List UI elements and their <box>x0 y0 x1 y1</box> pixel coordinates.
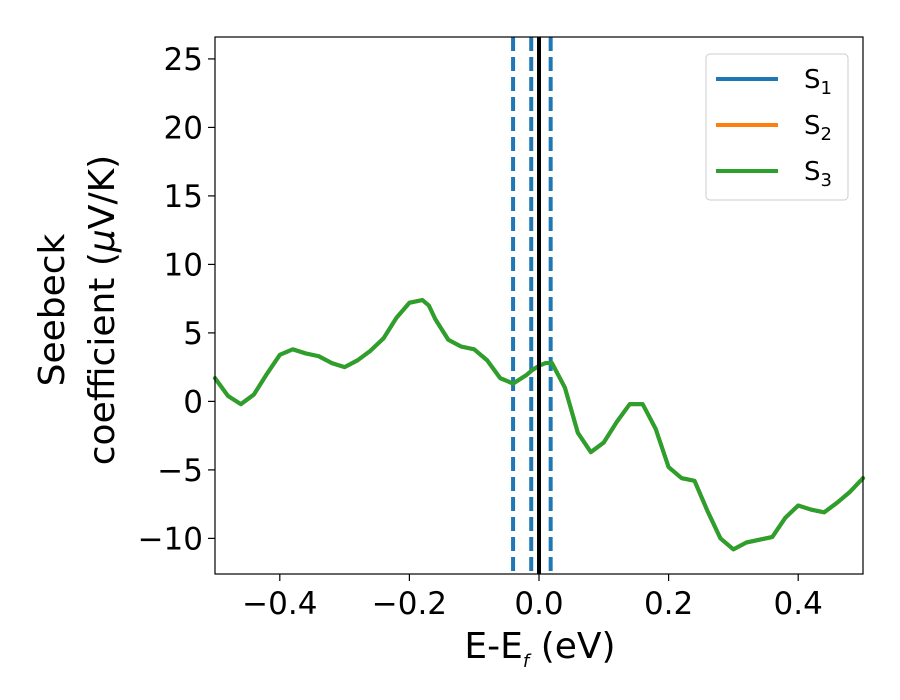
legend: S1 S2 S3 <box>705 53 849 201</box>
y-tick-label: 25 <box>164 42 203 78</box>
x-axis-label: E-Ef (eV) <box>464 626 615 672</box>
y-axis-label-mu: μ <box>82 229 123 253</box>
legend-label-s1: S1 <box>804 65 832 99</box>
y-tick-label: −5 <box>157 453 203 489</box>
legend-entry-s1: S1 <box>716 65 832 99</box>
y-tick-label: 20 <box>164 110 203 146</box>
y-axis-label-pre: coefficient ( <box>82 252 123 465</box>
x-tick-label: −0.2 <box>372 586 447 622</box>
series-lines <box>213 37 865 574</box>
x-tick-label: 0.4 <box>774 586 823 622</box>
legend-entry-s2: S2 <box>716 111 832 145</box>
y-tick-label: 10 <box>164 247 203 283</box>
x-axis-label-main: E-E <box>464 626 522 667</box>
x-axis-label-tail: (eV) <box>529 626 615 667</box>
legend-label-s3: S3 <box>804 157 832 191</box>
x-tick-label: 0.0 <box>514 586 563 622</box>
x-tick-label: −0.4 <box>242 586 317 622</box>
y-tick-label: 15 <box>164 179 203 215</box>
y-tick-label: 5 <box>183 316 203 352</box>
legend-entry-s3: S3 <box>716 157 832 191</box>
y-axis-label: Seebeck coefficient (μV/K) <box>32 155 123 465</box>
y-tick-label: −10 <box>138 521 203 557</box>
vertical-lines <box>511 37 553 574</box>
legend-label-s2: S2 <box>804 111 832 145</box>
y-axis-label-line2: coefficient (μV/K) <box>82 155 123 465</box>
x-axis-label-sub: f <box>523 651 532 672</box>
y-axis-label-line1: Seebeck <box>32 233 73 386</box>
y-tick-label: 0 <box>183 384 203 420</box>
x-tick-label: 0.2 <box>644 586 693 622</box>
series-line-s3 <box>213 298 865 552</box>
y-axis-ticks: −10 −5 0 5 10 15 20 25 <box>138 42 215 557</box>
y-axis-label-post: V/K) <box>82 155 123 229</box>
x-axis-ticks: −0.4 −0.2 0.0 0.2 0.4 <box>242 574 823 622</box>
